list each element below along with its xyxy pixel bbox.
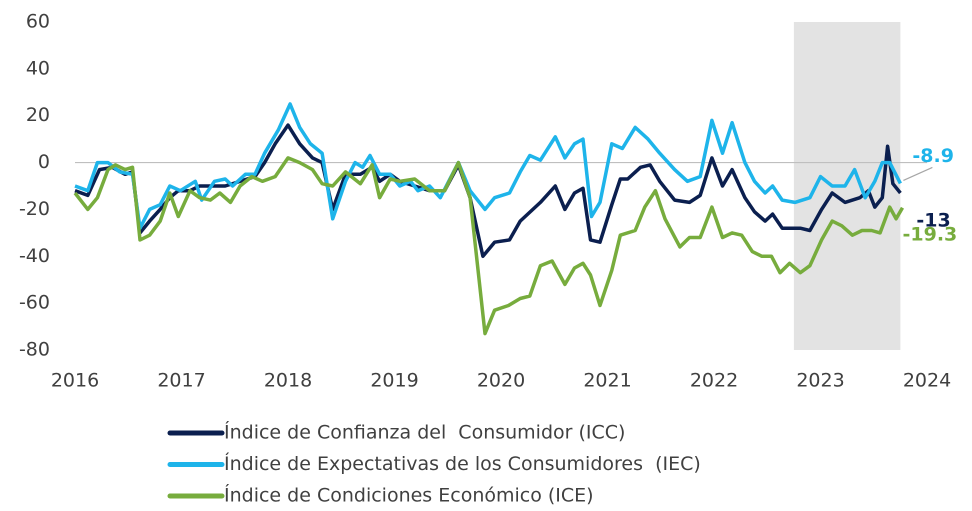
y-tick-label: -40 <box>19 245 50 267</box>
end-label: -8.9 <box>912 145 954 167</box>
y-tick-label: 20 <box>26 104 50 126</box>
x-tick-label: 2018 <box>264 370 312 392</box>
y-tick-label: 60 <box>26 11 50 33</box>
y-tick-label: -60 <box>19 292 50 314</box>
legend-label: Índice de Condiciones Económico (ICE) <box>224 484 594 507</box>
x-tick-label: 2016 <box>51 370 99 392</box>
y-tick-label: -80 <box>19 339 50 361</box>
series-line <box>74 123 902 259</box>
x-tick-label: 2022 <box>690 370 738 392</box>
x-tick-label: 2024 <box>903 370 951 392</box>
end-label: -19.3 <box>903 223 958 245</box>
x-tick-label: 2019 <box>370 370 418 392</box>
y-tick-label: 40 <box>26 57 50 79</box>
legend-label: Índice de Expectativas de los Consumidor… <box>224 452 701 475</box>
y-tick-label: -20 <box>19 198 50 220</box>
y-tick-label: 0 <box>38 151 50 173</box>
x-tick-label: 2020 <box>477 370 525 392</box>
series-line <box>73 156 905 336</box>
label-connector <box>903 166 933 181</box>
x-tick-label: 2017 <box>157 370 205 392</box>
x-tick-label: 2021 <box>583 370 631 392</box>
end-label: -13 <box>916 210 950 232</box>
series-line <box>74 102 902 230</box>
legend-label: Índice de Confianza del Consumidor (ICC) <box>224 421 625 444</box>
x-tick-label: 2023 <box>796 370 844 392</box>
